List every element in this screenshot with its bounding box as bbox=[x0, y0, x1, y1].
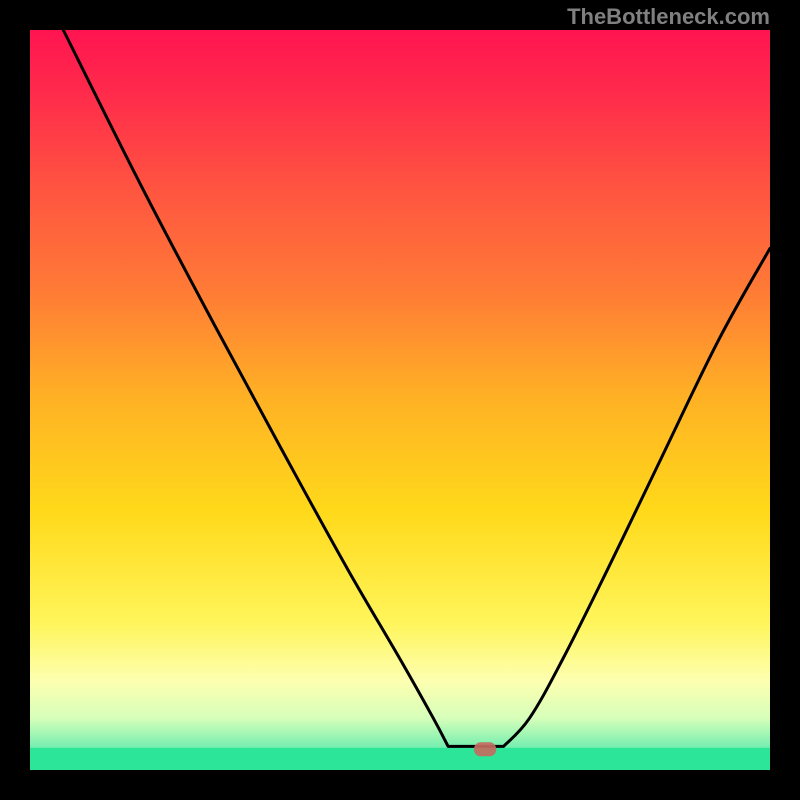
attribution-text: TheBottleneck.com bbox=[567, 4, 770, 29]
plot-area bbox=[30, 30, 770, 770]
chart-svg: TheBottleneck.com bbox=[0, 0, 800, 800]
optimum-marker bbox=[474, 742, 496, 756]
bottleneck-chart: TheBottleneck.com bbox=[0, 0, 800, 800]
bottom-green-band bbox=[30, 748, 770, 770]
